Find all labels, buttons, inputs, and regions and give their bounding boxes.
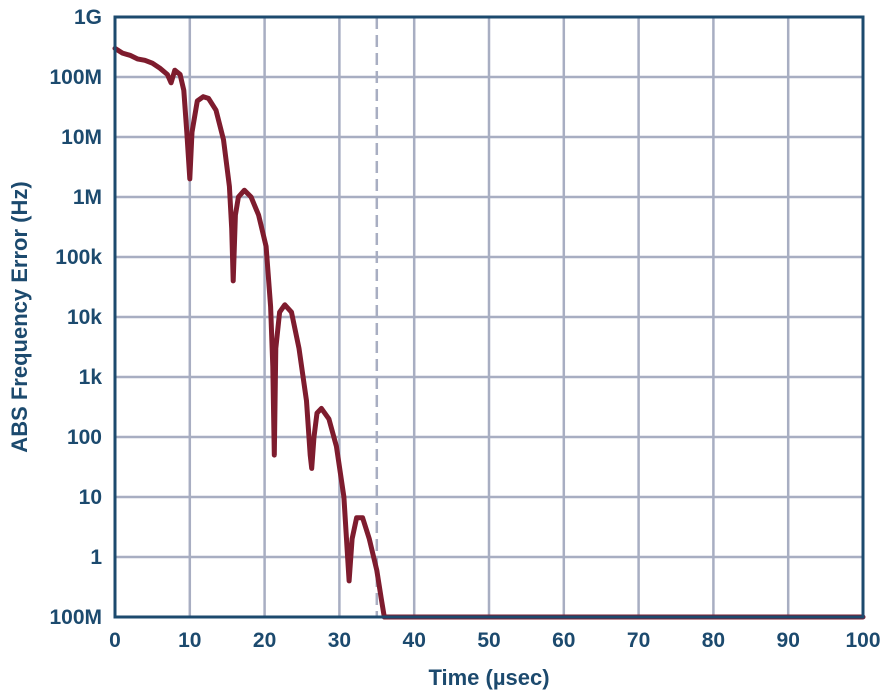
series-line: [112, 45, 866, 620]
x-tick-label: 90: [777, 629, 800, 652]
y-tick-label: 100M: [49, 66, 102, 89]
y-tick-label: 100k: [55, 246, 102, 269]
y-tick-label: 1M: [73, 186, 102, 209]
y-tick-label: 100: [67, 426, 102, 449]
x-tick-label: 40: [403, 629, 426, 652]
series-layer: [112, 45, 866, 620]
x-tick-label: 0: [109, 629, 121, 652]
y-axis-label: ABS Frequency Error (Hz): [7, 181, 32, 452]
y-tick-labels: 1G 100M 10M 1M 100k 10k 1k 100 10 1 100M: [49, 6, 102, 629]
x-tick-labels: 0 10 20 30 40 50 60 70 80 90 100: [109, 629, 880, 652]
y-tick-label: 10M: [61, 126, 102, 149]
y-tick-label: 1k: [79, 366, 103, 389]
y-tick-label: 100M: [49, 606, 102, 629]
plot-frame: [113, 15, 865, 619]
grid: [115, 17, 863, 617]
x-tick-label: 100: [845, 629, 880, 652]
y-tick-label: 1G: [74, 6, 102, 29]
y-tick-label: 1: [90, 546, 102, 569]
x-tick-label: 50: [477, 629, 500, 652]
y-tick-label: 10k: [67, 306, 102, 329]
x-tick-label: 10: [178, 629, 201, 652]
x-tick-label: 80: [702, 629, 725, 652]
x-axis-label: Time (µsec): [428, 665, 549, 690]
x-tick-label: 60: [552, 629, 575, 652]
x-tick-label: 70: [627, 629, 650, 652]
y-tick-label: 10: [79, 486, 102, 509]
x-tick-label: 30: [328, 629, 351, 652]
x-tick-label: 20: [253, 629, 276, 652]
